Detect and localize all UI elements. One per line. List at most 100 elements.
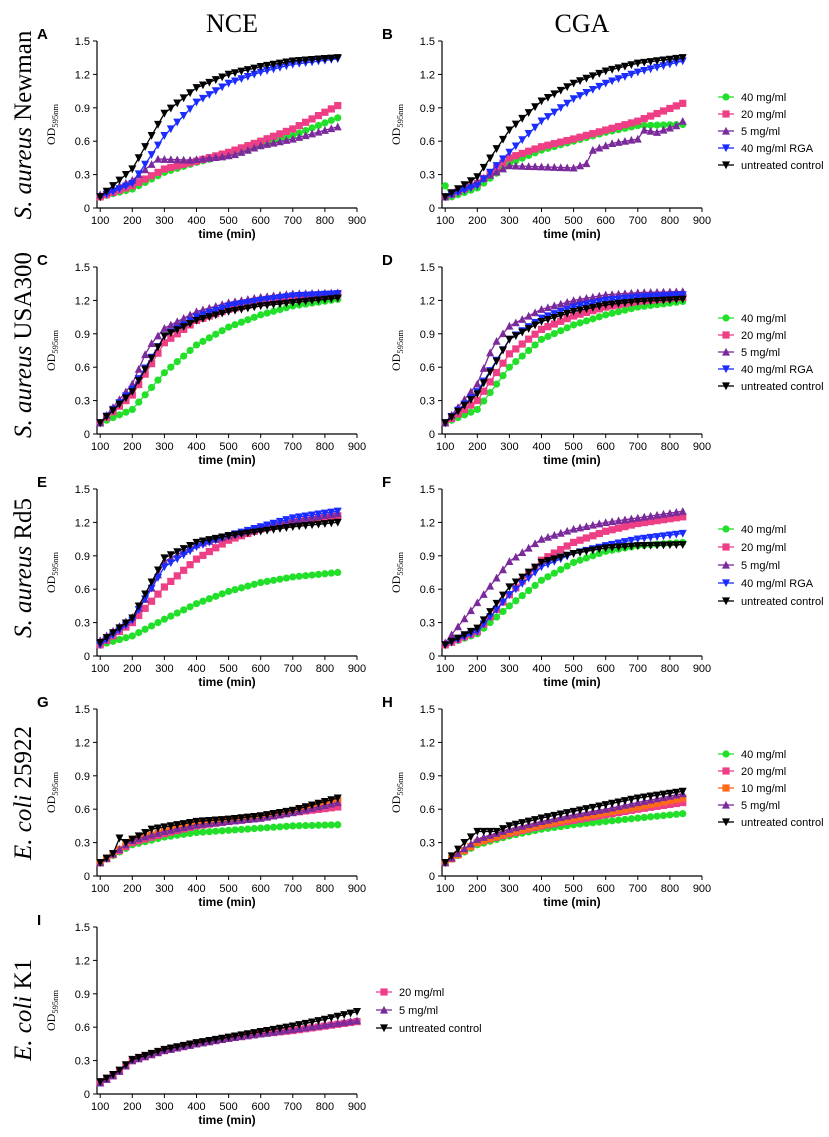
data-point — [524, 543, 533, 552]
data-point — [640, 518, 648, 527]
data-point — [250, 313, 258, 321]
data-point — [666, 800, 674, 809]
x-tick-label: 400 — [187, 663, 205, 675]
data-point — [212, 592, 220, 600]
data-point — [659, 811, 668, 820]
data-point — [135, 398, 143, 406]
data-point — [102, 854, 111, 863]
data-point — [550, 108, 559, 117]
data-point — [198, 537, 207, 546]
data-point — [154, 376, 162, 384]
data-point — [659, 56, 668, 65]
data-point — [543, 532, 552, 541]
legend-marker — [722, 126, 730, 135]
data-point — [614, 539, 623, 548]
data-point — [320, 55, 329, 63]
data-point — [167, 577, 175, 586]
data-point — [511, 120, 520, 129]
data-point — [498, 825, 507, 833]
data-point — [531, 103, 540, 112]
data-point — [314, 1017, 323, 1025]
data-point — [511, 578, 520, 587]
data-point — [518, 548, 527, 557]
data-point — [601, 290, 610, 299]
data-point — [327, 821, 335, 829]
data-point — [192, 600, 201, 608]
data-point — [633, 293, 642, 302]
data-point — [198, 94, 207, 103]
data-point — [608, 296, 617, 304]
data-point — [537, 563, 546, 572]
panels-layer: A 100 200 300 400 500 600 700 800 900 0 0.3 0.6 0.9 1.… — [37, 26, 711, 1127]
x-tick-label: 600 — [597, 663, 615, 675]
data-point — [537, 97, 546, 106]
data-point — [167, 163, 175, 172]
data-point — [524, 574, 533, 583]
x-tick-label: 800 — [316, 441, 334, 453]
data-point — [614, 806, 623, 814]
data-point — [327, 1019, 336, 1028]
data-point — [295, 292, 304, 300]
y-tick-label: 0 — [84, 1089, 90, 1101]
data-point — [479, 827, 488, 836]
series-untreated-control — [441, 295, 687, 428]
data-point — [192, 828, 201, 837]
data-point — [160, 339, 169, 347]
data-point — [518, 352, 526, 360]
data-point — [601, 801, 610, 809]
data-point — [109, 1071, 118, 1079]
data-point — [524, 817, 533, 826]
data-point — [154, 168, 162, 176]
data-point — [492, 573, 501, 582]
x-tick-label: 900 — [693, 215, 711, 227]
data-point — [301, 1019, 310, 1028]
data-point — [346, 1009, 355, 1018]
data-point — [128, 614, 137, 623]
x-tick-label: 700 — [284, 883, 302, 895]
data-point — [160, 554, 169, 563]
data-point — [582, 534, 591, 542]
data-point — [308, 291, 317, 300]
data-point — [466, 387, 475, 396]
data-point — [505, 154, 514, 162]
data-point — [460, 186, 469, 195]
data-point — [327, 54, 336, 63]
x-tick-label: 300 — [500, 441, 518, 453]
data-point — [647, 800, 655, 809]
x-tick-label: 500 — [564, 215, 582, 227]
data-point — [237, 305, 246, 314]
x-tick-label: 800 — [661, 441, 679, 453]
data-point — [282, 807, 291, 816]
series-untreated-control — [96, 294, 342, 428]
data-point — [102, 634, 111, 642]
x-tick-label: 500 — [219, 663, 237, 675]
data-point — [543, 303, 552, 312]
x-tick-label: 500 — [219, 1101, 237, 1113]
data-point — [205, 536, 214, 544]
y-tick-label: 1.2 — [420, 295, 435, 307]
data-point — [614, 299, 623, 308]
data-point — [633, 297, 642, 306]
data-point — [250, 139, 258, 148]
data-point — [614, 295, 623, 304]
data-point — [634, 803, 642, 811]
data-point — [544, 332, 552, 341]
data-point — [473, 379, 482, 388]
data-point — [679, 798, 687, 807]
data-point — [218, 304, 227, 313]
data-point — [659, 532, 668, 541]
data-point — [473, 827, 482, 836]
data-point — [244, 582, 252, 590]
data-point — [537, 558, 546, 567]
data-point — [353, 1008, 361, 1016]
data-point — [211, 87, 220, 96]
data-point — [256, 68, 265, 77]
data-point — [486, 348, 495, 357]
data-point — [308, 511, 317, 520]
data-point — [160, 615, 169, 623]
data-point — [627, 70, 636, 79]
data-point — [275, 294, 284, 302]
x-tick-label: 300 — [155, 441, 173, 453]
legend-h: 40 mg/ml 20 mg/ml 10 mg/ml 5 mg/ml untreated… — [718, 749, 824, 829]
data-point — [614, 798, 623, 807]
